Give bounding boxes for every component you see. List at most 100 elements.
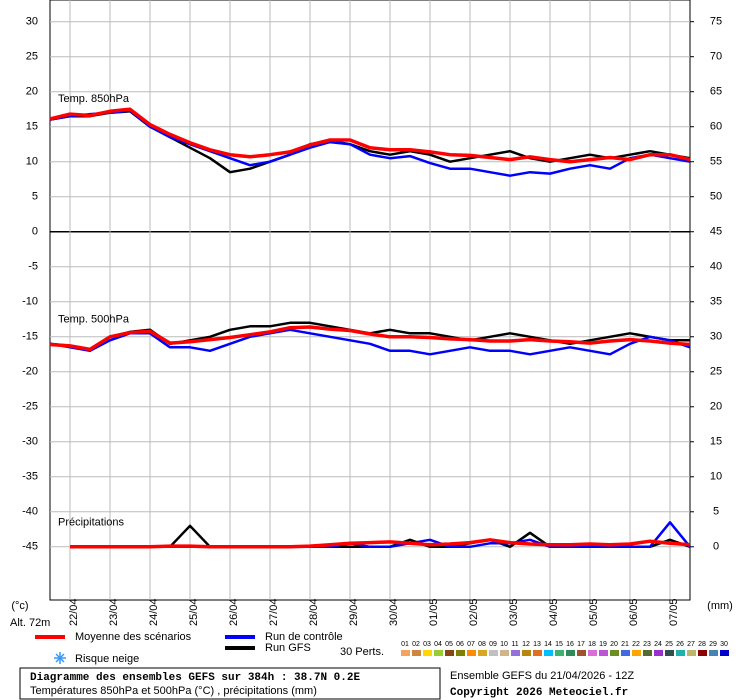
y2-tick-label: 15 (710, 436, 722, 448)
y-unit: (°c) (11, 600, 28, 612)
y2-tick-label: 25 (710, 366, 722, 378)
x-tick-label: 04/05 (548, 598, 560, 626)
y-tick-label: -35 (22, 471, 38, 483)
y-tick-label: 15 (26, 121, 38, 133)
y-tick-label: -45 (22, 541, 38, 553)
perturbation-swatch (467, 650, 476, 656)
y2-tick-label: 35 (710, 296, 722, 308)
footer-run: Ensemble GEFS du 21/04/2026 - 12Z (450, 670, 634, 682)
perturbation-swatch (588, 650, 597, 656)
plot-area (49, 0, 691, 601)
lines (49, 107, 691, 549)
perturbation-swatch (632, 650, 641, 656)
x-tick-label: 24/04 (148, 598, 160, 626)
perturbation-swatch (687, 650, 696, 656)
series-line (49, 107, 691, 164)
x-tick-label: 23/04 (108, 598, 120, 626)
perturbation-swatch (698, 650, 707, 656)
y-tick-label: 30 (26, 16, 38, 28)
legend-label: Moyenne des scénarios (75, 631, 192, 643)
info-box (19, 667, 441, 700)
y2-tick-label: 40 (710, 261, 722, 273)
perturbation-name: 23 (643, 641, 651, 648)
footer-title: Diagramme des ensembles GEFS sur 384h : … (30, 672, 360, 684)
perturbation-swatch (423, 650, 432, 656)
y2-tick-label: 30 (710, 331, 722, 343)
snow-icon (54, 652, 66, 664)
perturbation-swatch (665, 650, 674, 656)
perturbation-swatch (566, 650, 575, 656)
perturbation-name: 12 (522, 641, 530, 648)
y-tick-label: -15 (22, 331, 38, 343)
y-tick-label: 20 (26, 86, 38, 98)
x-tick-label: 27/04 (268, 598, 280, 626)
x-tick-label: 01/05 (428, 598, 440, 626)
y2-tick-label: 55 (710, 156, 722, 168)
perturbation-swatch (412, 650, 421, 656)
series-line (49, 328, 691, 356)
perturbation-name: 14 (544, 641, 552, 648)
perturbation-swatch (654, 650, 663, 656)
perturbation-name: 07 (467, 641, 475, 648)
y-tick-label: -20 (22, 366, 38, 378)
perturbation-name: 11 (511, 641, 518, 648)
perturbation-swatch (610, 650, 619, 656)
perturbation-swatch (555, 650, 564, 656)
panel-label: Temp. 850hPa (58, 93, 130, 105)
y2-tick-label: 5 (713, 506, 719, 518)
y2-tick-label: 70 (710, 51, 722, 63)
perturbation-name: 08 (478, 641, 486, 648)
perturbation-swatch (676, 650, 685, 656)
perturbation-swatch (445, 650, 454, 656)
x-tick-label: 28/04 (308, 598, 320, 626)
y-tick-label: -40 (22, 506, 38, 518)
snow-risk: Risque neige (75, 653, 139, 665)
footer-subtitle: Températures 850hPa et 500hPa (°C) , pré… (30, 685, 317, 697)
perturbation-swatch (511, 650, 520, 656)
perturbation-swatch (599, 650, 608, 656)
x-tick-label: 02/05 (468, 598, 480, 626)
legend-label: Run de contrôle (265, 631, 343, 643)
y2-tick-label: 60 (710, 121, 722, 133)
perturbation-name: 26 (676, 641, 684, 648)
y-tick-label: 0 (32, 226, 38, 238)
perturbation-swatch (500, 650, 509, 656)
series-line (49, 325, 691, 352)
grid (50, 0, 694, 600)
perturbation-name: 03 (423, 641, 431, 648)
y-tick-label: -10 (22, 296, 38, 308)
perturbation-name: 16 (566, 641, 574, 648)
series-line (49, 109, 691, 177)
x-tick-label: 03/05 (508, 598, 520, 626)
perturbation-name: 28 (698, 641, 706, 648)
perturbation-name: 20 (610, 641, 618, 648)
perturbation-swatch (401, 650, 410, 656)
perturbation-name: 04 (434, 641, 442, 648)
perturbation-name: 15 (555, 641, 563, 648)
perturbation-swatch (577, 650, 586, 656)
perturbation-name: 18 (588, 641, 596, 648)
perturbation-name: 09 (489, 641, 497, 648)
perturbation-swatch (533, 650, 542, 656)
y-tick-label: -30 (22, 436, 38, 448)
perturbation-swatch (720, 650, 729, 656)
y2-tick-label: 75 (710, 16, 722, 28)
y2-unit: (mm) (707, 600, 733, 612)
y2-tick-label: 50 (710, 191, 722, 203)
x-tick-label: 30/04 (388, 598, 400, 626)
x-tick-label: 29/04 (348, 598, 360, 626)
perturbation-swatch (621, 650, 630, 656)
y2-tick-label: 10 (710, 471, 722, 483)
footer-copyright: Copyright 2026 Meteociel.fr (450, 687, 628, 699)
y-tick-label: 5 (32, 191, 38, 203)
perturbation-swatch (522, 650, 531, 656)
panel-label: Précipitations (58, 517, 125, 529)
perturbation-name: 02 (412, 641, 420, 648)
altitude: Alt. 72m (10, 617, 50, 629)
perturbation-name: 30 (720, 641, 728, 648)
perturbation-name: 25 (665, 641, 673, 648)
y2-tick-label: 0 (713, 541, 719, 553)
perturbations-label: 30 Perts. (340, 646, 384, 658)
perturbation-swatch (456, 650, 465, 656)
x-tick-label: 07/05 (668, 598, 680, 626)
